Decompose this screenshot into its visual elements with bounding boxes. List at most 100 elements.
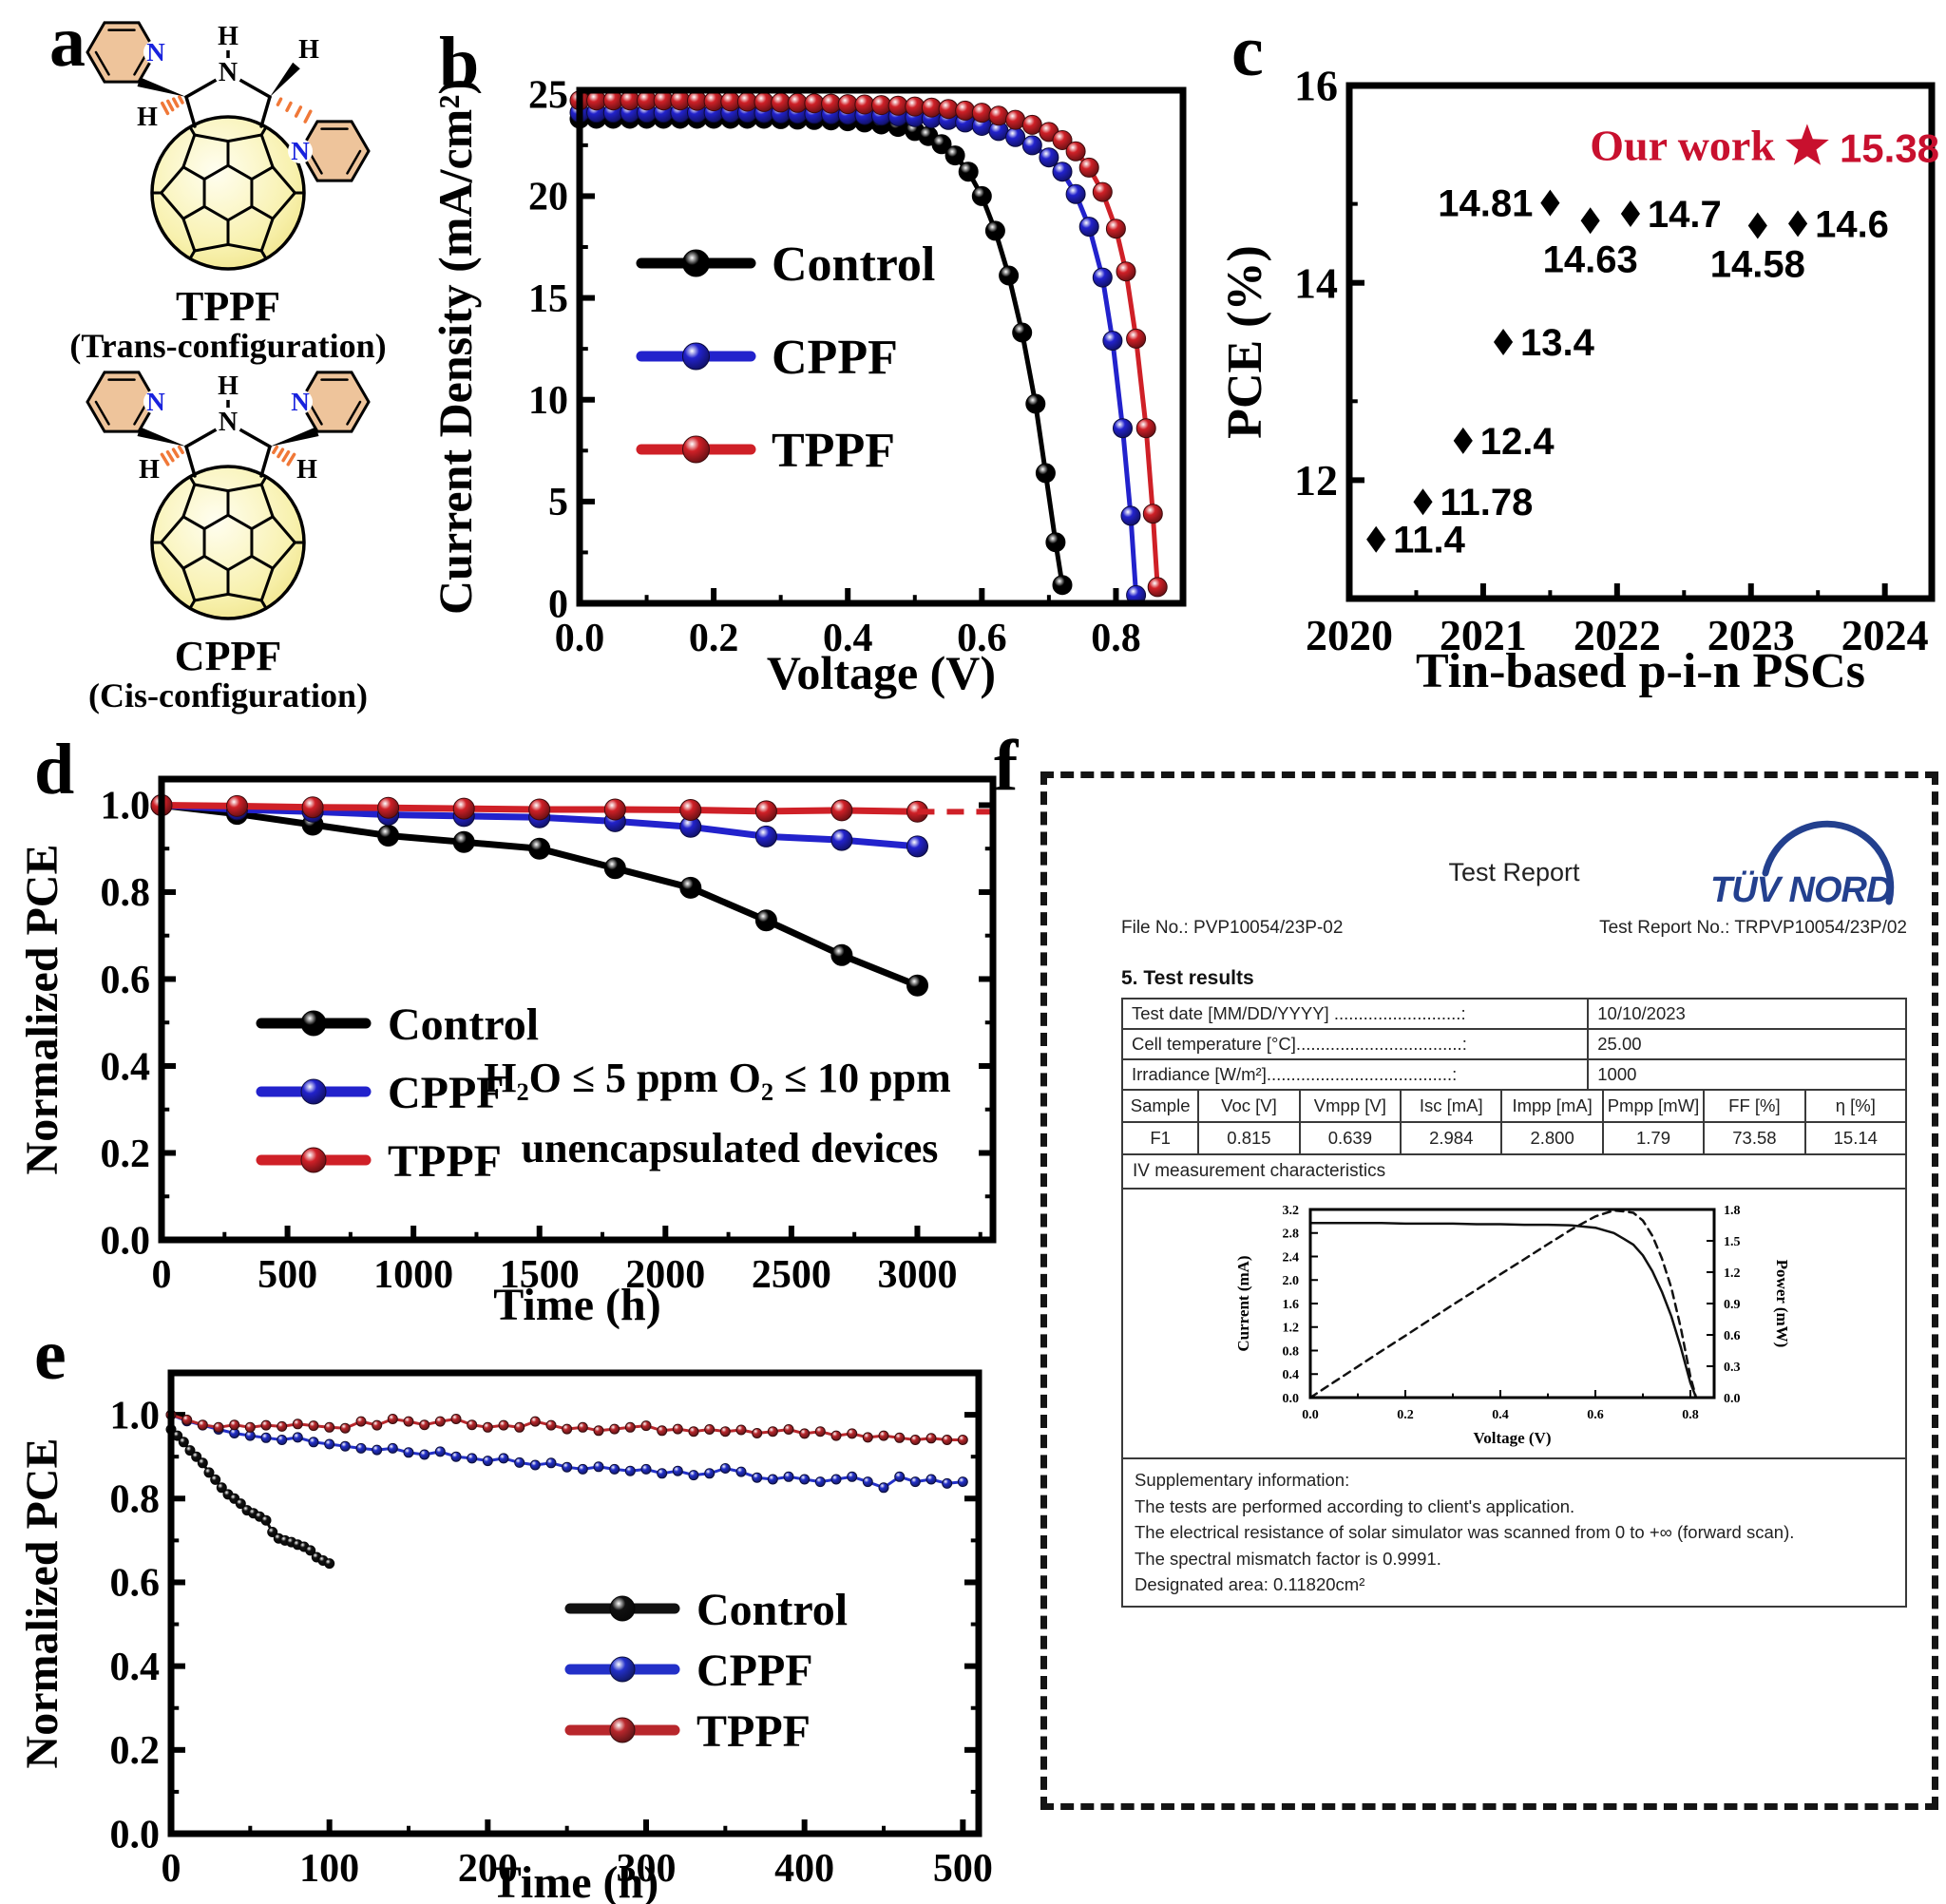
results-header: Voc [V] — [1197, 1089, 1301, 1123]
svg-text:15.38: 15.38 — [1840, 125, 1939, 170]
svg-text:0.4: 0.4 — [1282, 1368, 1299, 1382]
svg-text:300: 300 — [617, 1847, 677, 1891]
panel-label-c: c — [1231, 11, 1264, 91]
svg-text:2.8: 2.8 — [1282, 1228, 1299, 1242]
svg-text:Control: Control — [772, 238, 935, 292]
condition-row: Test date [MM/DD/YYYY] .................… — [1120, 998, 1907, 1030]
svg-text:2000: 2000 — [625, 1253, 705, 1297]
svg-text:2020: 2020 — [1306, 611, 1393, 659]
svg-text:1.0: 1.0 — [110, 1394, 161, 1438]
svg-text:14.7: 14.7 — [1648, 194, 1722, 236]
results-header: Pmpp [mW] — [1601, 1089, 1706, 1123]
condition-value: 25.00 — [1587, 1028, 1907, 1060]
svg-text:0.8: 0.8 — [1091, 617, 1141, 660]
svg-text:0.6: 0.6 — [957, 617, 1006, 660]
svg-text:0.3: 0.3 — [1724, 1361, 1741, 1375]
svg-text:0.0: 0.0 — [1282, 1392, 1299, 1406]
svg-text:0.8: 0.8 — [110, 1478, 161, 1522]
svg-text:1.5: 1.5 — [1724, 1235, 1741, 1249]
supplementary-info-box: Supplementary information: The tests are … — [1121, 1457, 1907, 1608]
condition-label: Cell temperature [°C]...................… — [1120, 1028, 1590, 1060]
panel-label-f: f — [994, 726, 1019, 806]
results-row: F1 0.815 0.639 2.984 2.800 1.79 73.58 15.14 — [1120, 1121, 1908, 1155]
supplementary-line: The tests are performed according to cli… — [1135, 1495, 1575, 1516]
svg-text:1.2: 1.2 — [1724, 1266, 1741, 1281]
svg-text:Current (mA): Current (mA) — [1234, 1255, 1252, 1351]
file-number: File No.: PVP10054/23P-02 — [1121, 918, 1344, 938]
svg-text:11.4: 11.4 — [1393, 520, 1465, 562]
svg-text:Our work: Our work — [1590, 121, 1775, 169]
report-title: Test Report — [1448, 858, 1580, 886]
tuv-nord-logo: TÜV NORD — [1710, 820, 1895, 910]
condition-label: Irradiance [W/m²].......................… — [1120, 1058, 1590, 1091]
svg-text:(Cis-configuration): (Cis-configuration) — [88, 676, 368, 714]
test-results-table: Sample Voc [V] Vmpp [V] Isc [mA] Impp [mA] Pm… — [1120, 1089, 1908, 1155]
svg-text:TPPF: TPPF — [388, 1136, 502, 1187]
results-header: Sample — [1120, 1089, 1200, 1123]
svg-text:Voltage (V): Voltage (V) — [767, 646, 996, 699]
svg-text:CPPF: CPPF — [772, 331, 898, 385]
condition-value: 10/10/2023 — [1587, 998, 1907, 1030]
svg-text:0: 0 — [152, 1253, 172, 1297]
test-conditions-table: Test date [MM/DD/YYYY] .................… — [1120, 998, 1907, 1091]
svg-text:0.6: 0.6 — [1724, 1329, 1741, 1343]
svg-text:12.4: 12.4 — [1480, 421, 1555, 463]
results-cell: 73.58 — [1703, 1121, 1806, 1155]
svg-text:0.4: 0.4 — [110, 1646, 161, 1689]
svg-text:CPPF: CPPF — [175, 633, 281, 679]
svg-text:unencapsulated devices: unencapsulated devices — [522, 1125, 939, 1171]
svg-text:H₂O ≤ 5 ppm O₂ ≤ 10 ppm: H₂O ≤ 5 ppm O₂ ≤ 10 ppm — [484, 1055, 951, 1101]
svg-text:N: N — [219, 58, 238, 87]
results-header: Impp [mA] — [1500, 1089, 1604, 1123]
panel-label-d: d — [34, 730, 75, 809]
svg-text:H: H — [296, 455, 317, 485]
condition-label: Test date [MM/DD/YYYY] .................… — [1120, 998, 1590, 1030]
svg-text:Voltage (V): Voltage (V) — [1473, 1429, 1551, 1447]
svg-text:0: 0 — [548, 582, 568, 626]
svg-text:0.2: 0.2 — [689, 617, 739, 660]
svg-text:1.8: 1.8 — [1724, 1204, 1741, 1218]
supplementary-line: Supplementary information: — [1135, 1470, 1350, 1490]
iv-chart-box: 0.0 0.2 0.4 0.6 0.8 0.0 0.4 0.8 1.2 1.6 2.0 2.4 2.8 3… — [1121, 1188, 1907, 1459]
supplementary-line: Designated area: 0.11820cm² — [1135, 1574, 1365, 1594]
report-number: Test Report No.: TRPVP10054/23P/02 — [1599, 918, 1907, 938]
svg-text:20: 20 — [528, 176, 568, 219]
svg-text:CPPF: CPPF — [696, 1646, 813, 1696]
panel-label-a: a — [49, 2, 86, 82]
results-cell: 2.984 — [1400, 1121, 1503, 1155]
svg-text:N: N — [146, 388, 165, 416]
svg-text:Normalized PCE: Normalized PCE — [19, 1438, 67, 1769]
supplementary-line: The spectral mismatch factor is 0.9991. — [1135, 1548, 1441, 1569]
svg-text:0.6: 0.6 — [1587, 1408, 1604, 1422]
svg-text:1.2: 1.2 — [1282, 1322, 1299, 1336]
panel-b-jv-chart: 0.0 0.2 0.4 0.6 0.8 0 5 10 15 20 25 Voltage (V) Curr… — [429, 74, 1187, 699]
svg-text:0.2: 0.2 — [1397, 1408, 1414, 1422]
svg-text:Control: Control — [388, 1000, 539, 1050]
svg-text:Control: Control — [696, 1585, 848, 1635]
results-cell: 2.800 — [1500, 1121, 1604, 1155]
svg-text:1500: 1500 — [500, 1253, 580, 1297]
svg-text:3.2: 3.2 — [1282, 1204, 1299, 1218]
results-cell: 0.639 — [1298, 1121, 1402, 1155]
svg-text:0.0: 0.0 — [110, 1813, 161, 1856]
svg-text:N: N — [291, 388, 310, 416]
svg-text:11.78: 11.78 — [1440, 482, 1534, 524]
svg-text:1.6: 1.6 — [1282, 1298, 1299, 1312]
svg-text:2021: 2021 — [1440, 611, 1527, 659]
svg-text:10: 10 — [528, 379, 568, 423]
condition-row: Cell temperature [°C]...................… — [1120, 1028, 1907, 1060]
svg-text:16: 16 — [1294, 62, 1338, 110]
condition-value: 1000 — [1587, 1058, 1907, 1091]
svg-text:14.58: 14.58 — [1710, 243, 1805, 285]
svg-text:3000: 3000 — [877, 1253, 957, 1297]
svg-text:N: N — [219, 408, 238, 437]
svg-text:500: 500 — [258, 1253, 317, 1297]
results-header: Vmpp [V] — [1298, 1089, 1402, 1123]
results-header: η [%] — [1803, 1089, 1908, 1123]
svg-text:N: N — [291, 137, 310, 165]
results-cell: F1 — [1120, 1121, 1200, 1155]
svg-text:0.8: 0.8 — [1682, 1408, 1699, 1422]
svg-text:TPPF: TPPF — [176, 283, 280, 330]
svg-text:14.81: 14.81 — [1438, 183, 1533, 225]
